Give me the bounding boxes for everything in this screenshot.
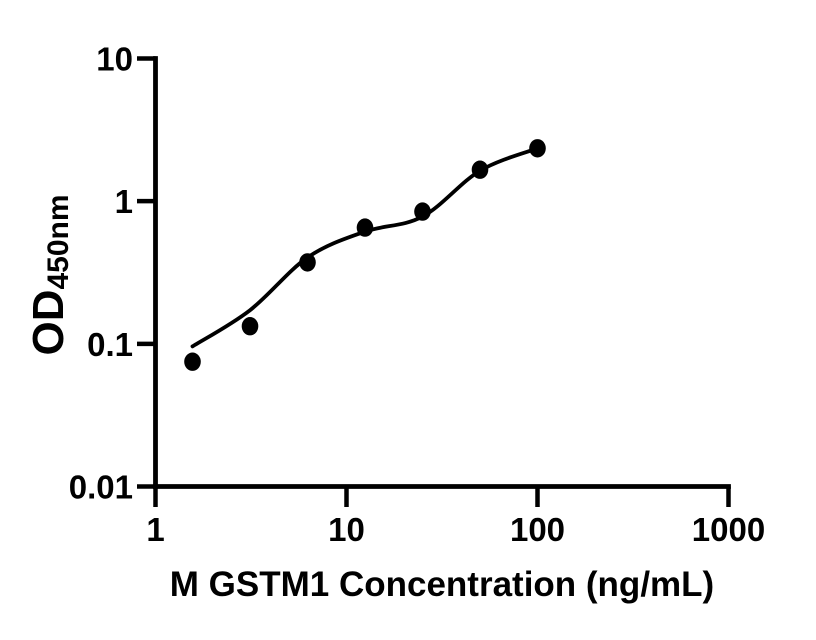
data-point (356, 218, 374, 237)
x-axis-title: M GSTM1 Concentration (ng/mL) (170, 565, 714, 604)
data-point (241, 317, 259, 336)
data-point (414, 202, 431, 221)
y-axis-title-main: OD (24, 290, 73, 356)
y-axis-title-subscript: 450nm (42, 194, 75, 289)
x-tick-label: 1000 (692, 511, 765, 548)
data-point (299, 253, 316, 272)
data-point (529, 139, 546, 158)
y-tick-label: 10 (96, 41, 133, 78)
y-axis-title: OD450nm (24, 194, 75, 355)
y-tick-label: 0.1 (87, 326, 133, 363)
data-point (184, 352, 201, 371)
x-tick-label: 100 (510, 511, 565, 548)
x-tick-label: 1 (146, 511, 164, 548)
y-tick-label: 0.01 (69, 469, 133, 506)
fit-curve (190, 146, 540, 349)
x-tick-label: 10 (328, 511, 365, 548)
y-tick-label: 1 (115, 183, 133, 220)
data-point (471, 160, 489, 179)
